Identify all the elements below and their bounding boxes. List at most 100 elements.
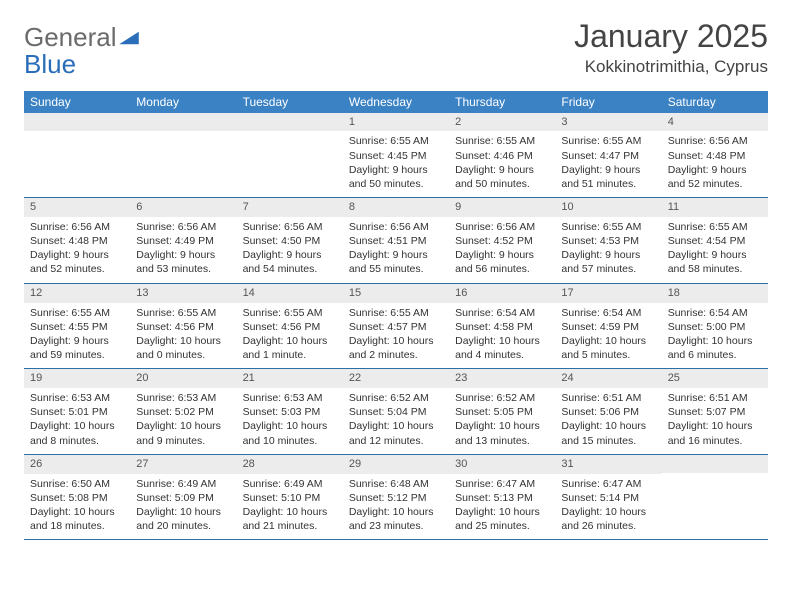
day-content: Sunrise: 6:52 AMSunset: 5:04 PMDaylight:… [343,388,449,454]
daylight-text: Daylight: 10 hours and 18 minutes. [30,505,124,533]
day-number: 7 [237,198,343,217]
day-cell: 13Sunrise: 6:55 AMSunset: 4:56 PMDayligh… [130,284,236,369]
sunrise-text: Sunrise: 6:52 AM [455,391,549,405]
day-content: Sunrise: 6:53 AMSunset: 5:02 PMDaylight:… [130,388,236,454]
sunset-text: Sunset: 4:48 PM [30,234,124,248]
week-row: 5Sunrise: 6:56 AMSunset: 4:48 PMDaylight… [24,198,768,284]
day-cell: 8Sunrise: 6:56 AMSunset: 4:51 PMDaylight… [343,198,449,283]
day-header: Wednesday [343,91,449,113]
day-number: 12 [24,284,130,303]
day-number [662,455,768,473]
day-number: 18 [662,284,768,303]
day-content: Sunrise: 6:49 AMSunset: 5:09 PMDaylight:… [130,474,236,540]
day-number: 5 [24,198,130,217]
sunset-text: Sunset: 4:51 PM [349,234,443,248]
sunrise-text: Sunrise: 6:49 AM [243,477,337,491]
day-number [24,113,130,131]
daylight-text: Daylight: 10 hours and 20 minutes. [136,505,230,533]
sunrise-text: Sunrise: 6:55 AM [668,220,762,234]
day-content: Sunrise: 6:51 AMSunset: 5:06 PMDaylight:… [555,388,661,454]
daylight-text: Daylight: 10 hours and 6 minutes. [668,334,762,362]
day-cell: 9Sunrise: 6:56 AMSunset: 4:52 PMDaylight… [449,198,555,283]
sunrise-text: Sunrise: 6:54 AM [455,306,549,320]
sunset-text: Sunset: 4:45 PM [349,149,443,163]
day-content: Sunrise: 6:55 AMSunset: 4:53 PMDaylight:… [555,217,661,283]
day-header: Friday [555,91,661,113]
sunset-text: Sunset: 5:09 PM [136,491,230,505]
sunrise-text: Sunrise: 6:55 AM [243,306,337,320]
daylight-text: Daylight: 10 hours and 13 minutes. [455,419,549,447]
day-content: Sunrise: 6:55 AMSunset: 4:57 PMDaylight:… [343,303,449,369]
day-number: 15 [343,284,449,303]
sunrise-text: Sunrise: 6:53 AM [30,391,124,405]
day-cell: 5Sunrise: 6:56 AMSunset: 4:48 PMDaylight… [24,198,130,283]
sunset-text: Sunset: 4:50 PM [243,234,337,248]
sunrise-text: Sunrise: 6:56 AM [668,134,762,148]
day-content: Sunrise: 6:56 AMSunset: 4:48 PMDaylight:… [662,131,768,197]
day-content: Sunrise: 6:55 AMSunset: 4:46 PMDaylight:… [449,131,555,197]
day-cell: 26Sunrise: 6:50 AMSunset: 5:08 PMDayligh… [24,455,130,540]
sunrise-text: Sunrise: 6:47 AM [561,477,655,491]
calendar: SundayMondayTuesdayWednesdayThursdayFrid… [24,91,768,541]
day-number: 10 [555,198,661,217]
day-cell: 2Sunrise: 6:55 AMSunset: 4:46 PMDaylight… [449,113,555,198]
day-cell: 20Sunrise: 6:53 AMSunset: 5:02 PMDayligh… [130,369,236,454]
sunset-text: Sunset: 5:08 PM [30,491,124,505]
day-header: Saturday [662,91,768,113]
sunset-text: Sunset: 5:01 PM [30,405,124,419]
daylight-text: Daylight: 10 hours and 25 minutes. [455,505,549,533]
day-cell: 24Sunrise: 6:51 AMSunset: 5:06 PMDayligh… [555,369,661,454]
daylight-text: Daylight: 9 hours and 58 minutes. [668,248,762,276]
day-number [130,113,236,131]
sunrise-text: Sunrise: 6:48 AM [349,477,443,491]
sunrise-text: Sunrise: 6:49 AM [136,477,230,491]
sunset-text: Sunset: 4:56 PM [243,320,337,334]
sunrise-text: Sunrise: 6:54 AM [668,306,762,320]
sunset-text: Sunset: 5:13 PM [455,491,549,505]
sunrise-text: Sunrise: 6:53 AM [243,391,337,405]
day-cell: 18Sunrise: 6:54 AMSunset: 5:00 PMDayligh… [662,284,768,369]
sunrise-text: Sunrise: 6:55 AM [30,306,124,320]
sunset-text: Sunset: 4:53 PM [561,234,655,248]
week-row: 1Sunrise: 6:55 AMSunset: 4:45 PMDaylight… [24,113,768,199]
sunset-text: Sunset: 5:10 PM [243,491,337,505]
daylight-text: Daylight: 9 hours and 53 minutes. [136,248,230,276]
day-number: 30 [449,455,555,474]
month-title: January 2025 [574,18,768,55]
day-content: Sunrise: 6:55 AMSunset: 4:45 PMDaylight:… [343,131,449,197]
sunrise-text: Sunrise: 6:56 AM [243,220,337,234]
sunrise-text: Sunrise: 6:51 AM [668,391,762,405]
sunrise-text: Sunrise: 6:55 AM [136,306,230,320]
daylight-text: Daylight: 9 hours and 55 minutes. [349,248,443,276]
logo-text-general: General [24,22,117,52]
week-row: 26Sunrise: 6:50 AMSunset: 5:08 PMDayligh… [24,455,768,541]
day-number: 28 [237,455,343,474]
daylight-text: Daylight: 10 hours and 2 minutes. [349,334,443,362]
week-row: 19Sunrise: 6:53 AMSunset: 5:01 PMDayligh… [24,369,768,455]
day-content: Sunrise: 6:55 AMSunset: 4:55 PMDaylight:… [24,303,130,369]
sunset-text: Sunset: 5:05 PM [455,405,549,419]
day-number: 17 [555,284,661,303]
daylight-text: Daylight: 9 hours and 51 minutes. [561,163,655,191]
day-content: Sunrise: 6:55 AMSunset: 4:56 PMDaylight:… [237,303,343,369]
day-number: 9 [449,198,555,217]
header: GeneralBlue January 2025 Kokkinotrimithi… [24,18,768,79]
sunrise-text: Sunrise: 6:56 AM [349,220,443,234]
day-number: 22 [343,369,449,388]
location-label: Kokkinotrimithia, Cyprus [574,57,768,77]
day-content: Sunrise: 6:50 AMSunset: 5:08 PMDaylight:… [24,474,130,540]
day-number: 29 [343,455,449,474]
day-cell: 15Sunrise: 6:55 AMSunset: 4:57 PMDayligh… [343,284,449,369]
day-content: Sunrise: 6:56 AMSunset: 4:48 PMDaylight:… [24,217,130,283]
day-cell [24,113,130,198]
day-cell [662,455,768,540]
week-row: 12Sunrise: 6:55 AMSunset: 4:55 PMDayligh… [24,284,768,370]
day-number: 20 [130,369,236,388]
daylight-text: Daylight: 10 hours and 0 minutes. [136,334,230,362]
day-cell: 27Sunrise: 6:49 AMSunset: 5:09 PMDayligh… [130,455,236,540]
day-cell: 3Sunrise: 6:55 AMSunset: 4:47 PMDaylight… [555,113,661,198]
daylight-text: Daylight: 10 hours and 23 minutes. [349,505,443,533]
day-header-row: SundayMondayTuesdayWednesdayThursdayFrid… [24,91,768,113]
day-content: Sunrise: 6:47 AMSunset: 5:14 PMDaylight:… [555,474,661,540]
daylight-text: Daylight: 9 hours and 52 minutes. [668,163,762,191]
